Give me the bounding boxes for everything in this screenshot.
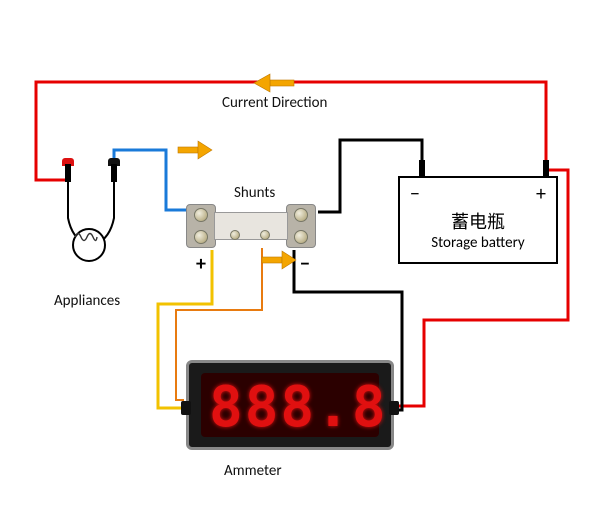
appliance-neg-terminal [111,164,117,182]
battery-minus: − [410,182,420,206]
label-battery-cn: 蓄电瓶 [400,208,556,234]
label-ammeter: Ammeter [224,462,282,480]
appliance-pos-terminal [65,164,71,182]
label-battery-en: Storage battery [400,234,556,252]
battery-neg-terminal [419,160,425,176]
appliance-sine-icon [74,230,98,244]
shunt-screw-br [294,230,308,244]
wire-blue [114,150,188,210]
arrow-top [254,74,294,92]
ammeter-ear-right [389,401,399,415]
shunt-screw-bl [194,230,208,244]
label-appliances: Appliances [54,292,120,310]
arrow-blue-wire [178,141,212,159]
shunt-screw-tl [194,208,208,222]
appliance-symbol [72,228,106,262]
shunt-plus: + [196,252,206,276]
storage-battery: − + 蓄电瓶 Storage battery [398,176,558,264]
ammeter-screen: 888.8 [201,373,379,437]
shunt-screw-tr [294,208,308,222]
battery-pos-terminal [543,160,549,176]
label-shunts: Shunts [234,184,275,202]
battery-plus: + [536,182,546,206]
ammeter: 888.8 [186,360,394,450]
label-current-direction: Current Direction [222,94,327,112]
arrow-shunt-bottom [262,251,296,269]
shunt-sense-r [260,230,270,240]
ammeter-reading: 888.8 [209,375,388,440]
shunt-sense-l [230,230,240,240]
shunt-minus: − [300,252,310,276]
ammeter-ear-left [181,401,191,415]
shunt-body [214,212,288,240]
